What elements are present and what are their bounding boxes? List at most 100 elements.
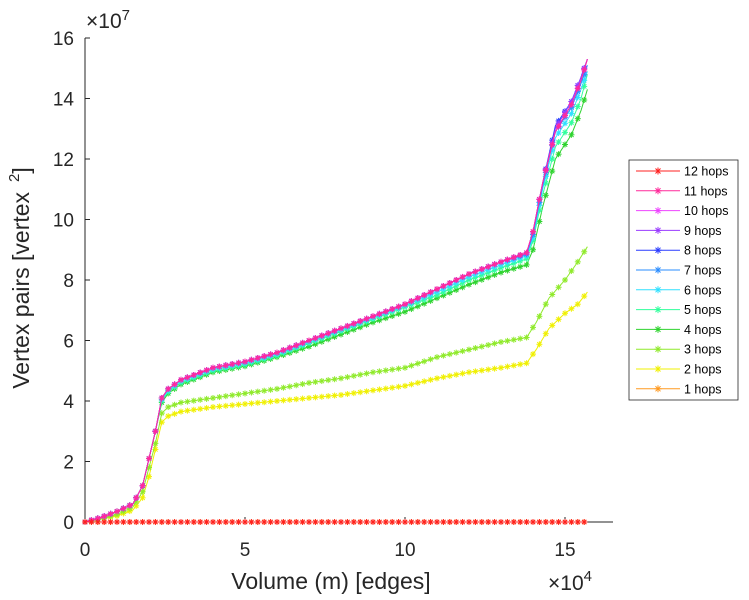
- data-point: [280, 384, 287, 391]
- data-point: [498, 339, 504, 346]
- data-point: [242, 358, 248, 365]
- data-point: [568, 305, 575, 312]
- data-point: [382, 367, 389, 374]
- data-point: [510, 519, 517, 525]
- data-point: [286, 344, 293, 351]
- data-point: [459, 348, 466, 355]
- data-point: [555, 316, 562, 323]
- data-point: [82, 519, 88, 525]
- data-point: [242, 390, 248, 397]
- series-2-hops: [82, 291, 588, 525]
- data-point: [293, 342, 300, 349]
- y-multiplier: ×107: [86, 7, 130, 33]
- data-point: [306, 519, 312, 525]
- data-point: [274, 398, 280, 404]
- legend-marker: [654, 167, 662, 175]
- data-point: [389, 519, 396, 525]
- data-point: [293, 396, 300, 403]
- data-point: [171, 410, 178, 417]
- data-point: [210, 404, 216, 411]
- data-point: [581, 83, 588, 90]
- data-point: [549, 291, 556, 298]
- data-point: [491, 340, 498, 347]
- data-point: [581, 97, 588, 104]
- data-point: [299, 519, 306, 525]
- data-point: [338, 375, 344, 382]
- data-point: [94, 519, 101, 525]
- data-point: [376, 310, 383, 317]
- data-point: [293, 382, 300, 389]
- data-point: [536, 519, 543, 525]
- data-point: [216, 363, 223, 370]
- data-point: [312, 378, 319, 385]
- data-point: [498, 364, 504, 371]
- data-point: [446, 351, 453, 358]
- data-point: [331, 519, 338, 525]
- legend-marker: [654, 246, 662, 254]
- data-point: [478, 519, 485, 525]
- data-point: [370, 387, 376, 394]
- legend-marker: [654, 345, 662, 353]
- data-point: [562, 120, 568, 127]
- data-point: [299, 395, 306, 402]
- data-point: [242, 519, 248, 525]
- data-point: [472, 519, 479, 525]
- data-point: [184, 519, 191, 525]
- data-point: [446, 289, 453, 296]
- data-point: [133, 519, 140, 525]
- data-point: [216, 403, 223, 410]
- data-point: [440, 283, 447, 290]
- data-point: [325, 393, 332, 400]
- legend-label: 12 hops: [684, 165, 728, 179]
- legend-item: 3 hops: [636, 343, 722, 357]
- y-axis-label-main: Vertex pairs [vertex: [8, 191, 34, 388]
- data-point: [229, 519, 236, 525]
- data-point: [274, 349, 280, 356]
- data-point: [158, 519, 165, 525]
- data-point: [171, 401, 178, 408]
- data-point: [523, 519, 530, 525]
- data-point: [389, 306, 396, 313]
- data-point: [427, 519, 434, 525]
- data-point: [126, 502, 133, 509]
- data-point: [229, 402, 236, 409]
- data-point: [440, 374, 447, 381]
- data-point: [338, 325, 344, 332]
- data-point: [139, 482, 146, 489]
- data-point: [510, 254, 517, 261]
- data-point: [555, 129, 562, 136]
- data-point: [466, 346, 472, 353]
- data-point: [165, 404, 172, 411]
- data-point: [197, 405, 204, 412]
- x-axis-label: Volume (m) [edges]: [231, 568, 430, 594]
- data-point: [222, 393, 229, 400]
- data-point: [178, 399, 184, 406]
- data-point: [414, 379, 421, 386]
- data-point: [549, 322, 556, 329]
- data-point: [498, 269, 504, 276]
- data-point: [229, 392, 236, 399]
- data-point: [133, 494, 140, 501]
- data-point: [350, 320, 357, 327]
- data-point: [216, 394, 223, 401]
- data-point: [344, 391, 351, 398]
- data-point: [280, 397, 287, 404]
- data-point: [542, 192, 549, 199]
- legend: 12 hops 11 hops 10 hops 9 hops 8 hops 7 hops 6…: [628, 159, 739, 401]
- data-point: [485, 263, 492, 270]
- data-point: [504, 363, 511, 370]
- data-point: [318, 519, 325, 525]
- data-point: [459, 273, 466, 280]
- legend-marker: [654, 226, 662, 234]
- data-point: [235, 359, 242, 366]
- data-point: [472, 368, 479, 375]
- data-point: [344, 322, 351, 329]
- data-point: [562, 129, 568, 136]
- data-point: [280, 519, 287, 525]
- data-point: [517, 519, 524, 525]
- y-tick-label: 0: [63, 513, 74, 534]
- data-point: [152, 428, 159, 435]
- y-tick-label: 14: [53, 90, 75, 111]
- data-point: [555, 151, 562, 158]
- legend-label: 7 hops: [684, 264, 722, 278]
